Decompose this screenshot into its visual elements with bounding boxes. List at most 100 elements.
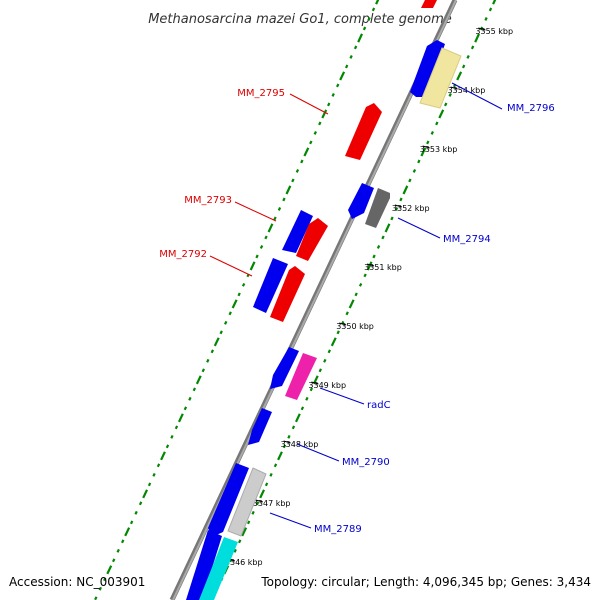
- guide-dot: [353, 45, 358, 50]
- guide-dot: [170, 434, 174, 439]
- guide-dot: [330, 337, 337, 347]
- guide-dot: [129, 520, 134, 525]
- kbp-tick-mark: [255, 499, 263, 503]
- guide-dot: [273, 216, 277, 221]
- guide-dot: [474, 33, 480, 43]
- guide-dot: [233, 548, 237, 553]
- guide-dot: [372, 254, 376, 259]
- guide-dot: [188, 396, 192, 401]
- guide-dot: [448, 93, 452, 97]
- guide-dot: [241, 283, 246, 287]
- gene-block: [208, 463, 249, 537]
- kbp-tick-label: 3347 kbp: [253, 499, 291, 508]
- kbp-tick-mark: [394, 204, 403, 208]
- guide-dot: [134, 510, 138, 515]
- guide-dot: [402, 185, 409, 195]
- guide-dot: [358, 283, 363, 287]
- guide-dot: [152, 472, 156, 477]
- guide-dot: [466, 55, 470, 59]
- guide-dot: [435, 121, 439, 126]
- kbp-tick-mark: [339, 322, 347, 326]
- guide-dot: [417, 159, 421, 164]
- gene-block: [199, 537, 238, 600]
- guide-dot: [309, 140, 313, 145]
- gene-block: [186, 530, 222, 600]
- kbp-tick-mark: [450, 86, 458, 90]
- gene-block: [365, 188, 390, 228]
- guide-dot: [206, 358, 210, 363]
- guide-dot: [192, 387, 197, 392]
- reverse-strand-genes: [253, 103, 382, 322]
- guide-dot: [420, 147, 427, 157]
- gene-block: [270, 347, 299, 389]
- guide-dot: [488, 7, 493, 12]
- guide-dot: [357, 33, 363, 43]
- guide-dot: [376, 245, 381, 249]
- guide-dot: [349, 55, 353, 59]
- guide-dot: [238, 539, 242, 544]
- kbp-tick-label: 3355 kbp: [475, 27, 513, 36]
- guide-dot: [363, 273, 367, 278]
- guide-dot: [106, 565, 113, 575]
- gene-block: [285, 353, 317, 400]
- kbp-tick-label: 3353 kbp: [420, 145, 458, 154]
- guide-dot: [174, 425, 179, 430]
- topology-text: Topology: circular; Length: 4,096,345 bp…: [260, 575, 591, 589]
- guide-dot: [231, 299, 238, 309]
- kbp-tick-mark: [422, 145, 430, 149]
- guide-dot: [430, 131, 434, 135]
- guide-dot: [178, 413, 184, 423]
- guide-dot: [255, 254, 259, 259]
- guide-dot: [354, 292, 358, 297]
- guide-dot: [444, 102, 448, 107]
- gene-label-mm2794: MM_2794: [443, 234, 491, 245]
- guide-dot: [195, 375, 202, 385]
- gene-block: [421, 0, 437, 8]
- gene-block: [253, 258, 288, 313]
- guide-dot: [344, 64, 349, 69]
- guide-dot: [277, 451, 283, 461]
- guide-dot: [394, 207, 399, 211]
- guide-dot: [156, 463, 161, 468]
- guide-dot: [121, 539, 125, 544]
- guide-dot: [366, 261, 373, 271]
- gene-label-mm2793: MM_2793: [184, 195, 232, 206]
- guide-dot: [327, 349, 331, 354]
- guide-dot: [371, 7, 376, 12]
- guide-dot: [305, 396, 309, 401]
- guide-dot: [259, 489, 265, 499]
- guide-dot: [408, 178, 412, 183]
- guide-dot: [375, 0, 380, 5]
- gene-block: [410, 40, 445, 97]
- gene-label-mm2796: MM_2796: [507, 103, 555, 114]
- guide-dot: [201, 368, 205, 373]
- guide-dot: [249, 261, 256, 271]
- gene-labels: MM_2796 MM_2795 MM_2794 MM_2793 MM_2792 …: [159, 82, 555, 535]
- guide-dot: [147, 482, 152, 487]
- kbp-tick-label: 3349 kbp: [308, 381, 346, 390]
- guide-dot: [345, 311, 349, 316]
- guide-dot: [98, 586, 102, 591]
- guide-dot: [273, 463, 278, 468]
- guide-dot: [367, 17, 371, 21]
- guide-dot: [323, 358, 327, 363]
- guide-dot: [456, 71, 463, 81]
- kbp-tick-mark: [366, 263, 375, 267]
- guide-dot: [241, 527, 248, 537]
- guide-dot: [183, 406, 188, 411]
- guide-dot: [210, 349, 214, 354]
- kbp-tick-mark: [283, 440, 291, 444]
- gene-block: [419, 47, 462, 109]
- gene-label-radc: radC: [367, 400, 391, 411]
- guide-dot: [318, 368, 322, 373]
- guide-dot: [492, 0, 497, 5]
- guide-dot: [282, 444, 287, 449]
- guide-dot: [438, 109, 445, 119]
- guide-dot: [461, 64, 466, 69]
- guide-dot: [291, 425, 296, 430]
- guide-dot: [112, 558, 116, 563]
- guide-dot: [336, 330, 340, 335]
- guide-dot: [124, 527, 131, 537]
- guide-dot: [384, 223, 391, 233]
